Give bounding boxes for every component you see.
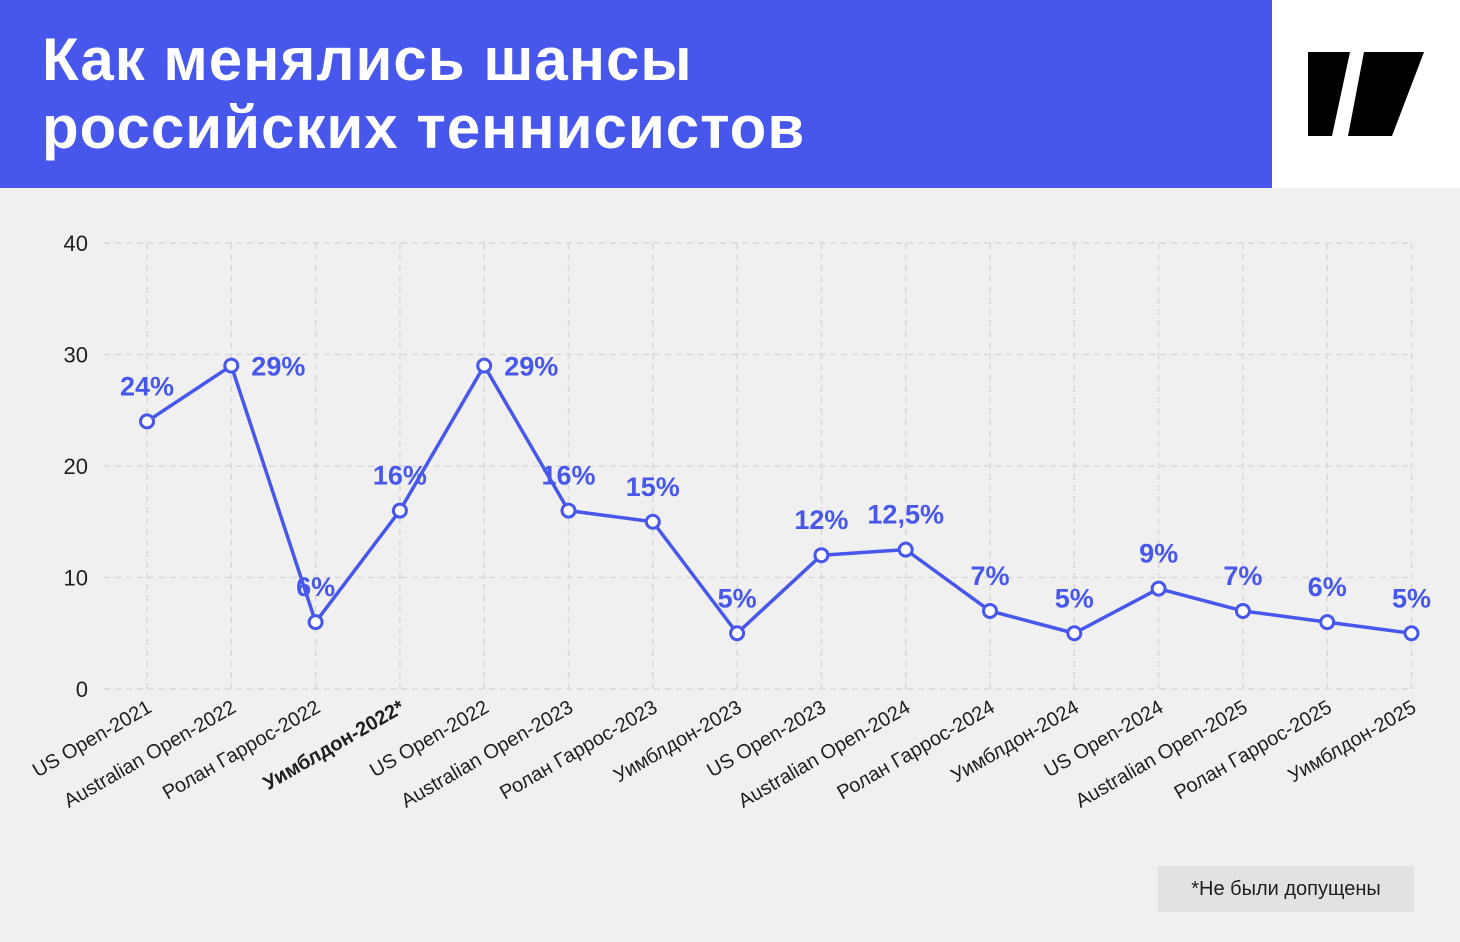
data-point [1234,602,1251,619]
data-point [560,502,577,519]
data-point [1403,625,1420,642]
meduza-logo-icon [1308,52,1424,136]
data-label: 9% [1139,539,1178,569]
data-label: 16% [373,461,427,491]
title-line-2: российских теннисистов [42,94,806,161]
y-tick-label: 40 [64,231,88,256]
data-point [476,357,493,374]
data-label: 16% [541,461,595,491]
data-label: 5% [1392,583,1431,613]
data-label: 29% [504,352,558,382]
data-point [307,614,324,631]
data-label: 7% [1223,561,1262,591]
y-tick-label: 30 [64,343,88,368]
x-tick-label: Ролан Гаррос-2022 [159,696,324,804]
x-tick-label: Ролан Гаррос-2023 [496,696,661,804]
data-point [139,413,155,430]
data-point [644,513,661,530]
data-point [1066,625,1083,642]
x-tick-label: Ролан Гаррос-2024 [833,696,998,804]
data-point [391,502,408,519]
data-label: 5% [1055,583,1094,613]
header-banner: Как менялись шансы российских теннисисто… [0,0,1272,188]
data-label: 6% [1308,572,1347,602]
y-tick-label: 20 [64,454,88,479]
x-tick-label: Ролан Гаррос-2025 [1171,696,1336,804]
data-label: 12,5% [867,500,944,530]
y-tick-label: 0 [76,677,88,702]
data-point [1319,614,1336,631]
series-line [146,363,1412,635]
y-tick-label: 10 [64,566,88,591]
data-point [223,357,240,374]
data-point [729,625,746,642]
x-tick-label: Уимблдон-2022* [260,696,409,795]
data-label: 6% [296,572,335,602]
data-label: 29% [251,352,305,382]
data-point [1150,580,1167,597]
title-line-1: Как менялись шансы [42,26,693,93]
data-point [813,547,830,564]
data-label: 15% [626,472,680,502]
data-label: 24% [120,371,174,401]
footnote: *Не были допущены [1158,866,1414,912]
data-label: 7% [970,561,1009,591]
data-point [982,602,998,619]
logo [1272,0,1460,188]
data-label: 5% [718,583,757,613]
page-title: Как менялись шансы российских теннисисто… [42,26,1242,162]
data-label: 12% [794,505,848,535]
data-point [897,541,914,558]
